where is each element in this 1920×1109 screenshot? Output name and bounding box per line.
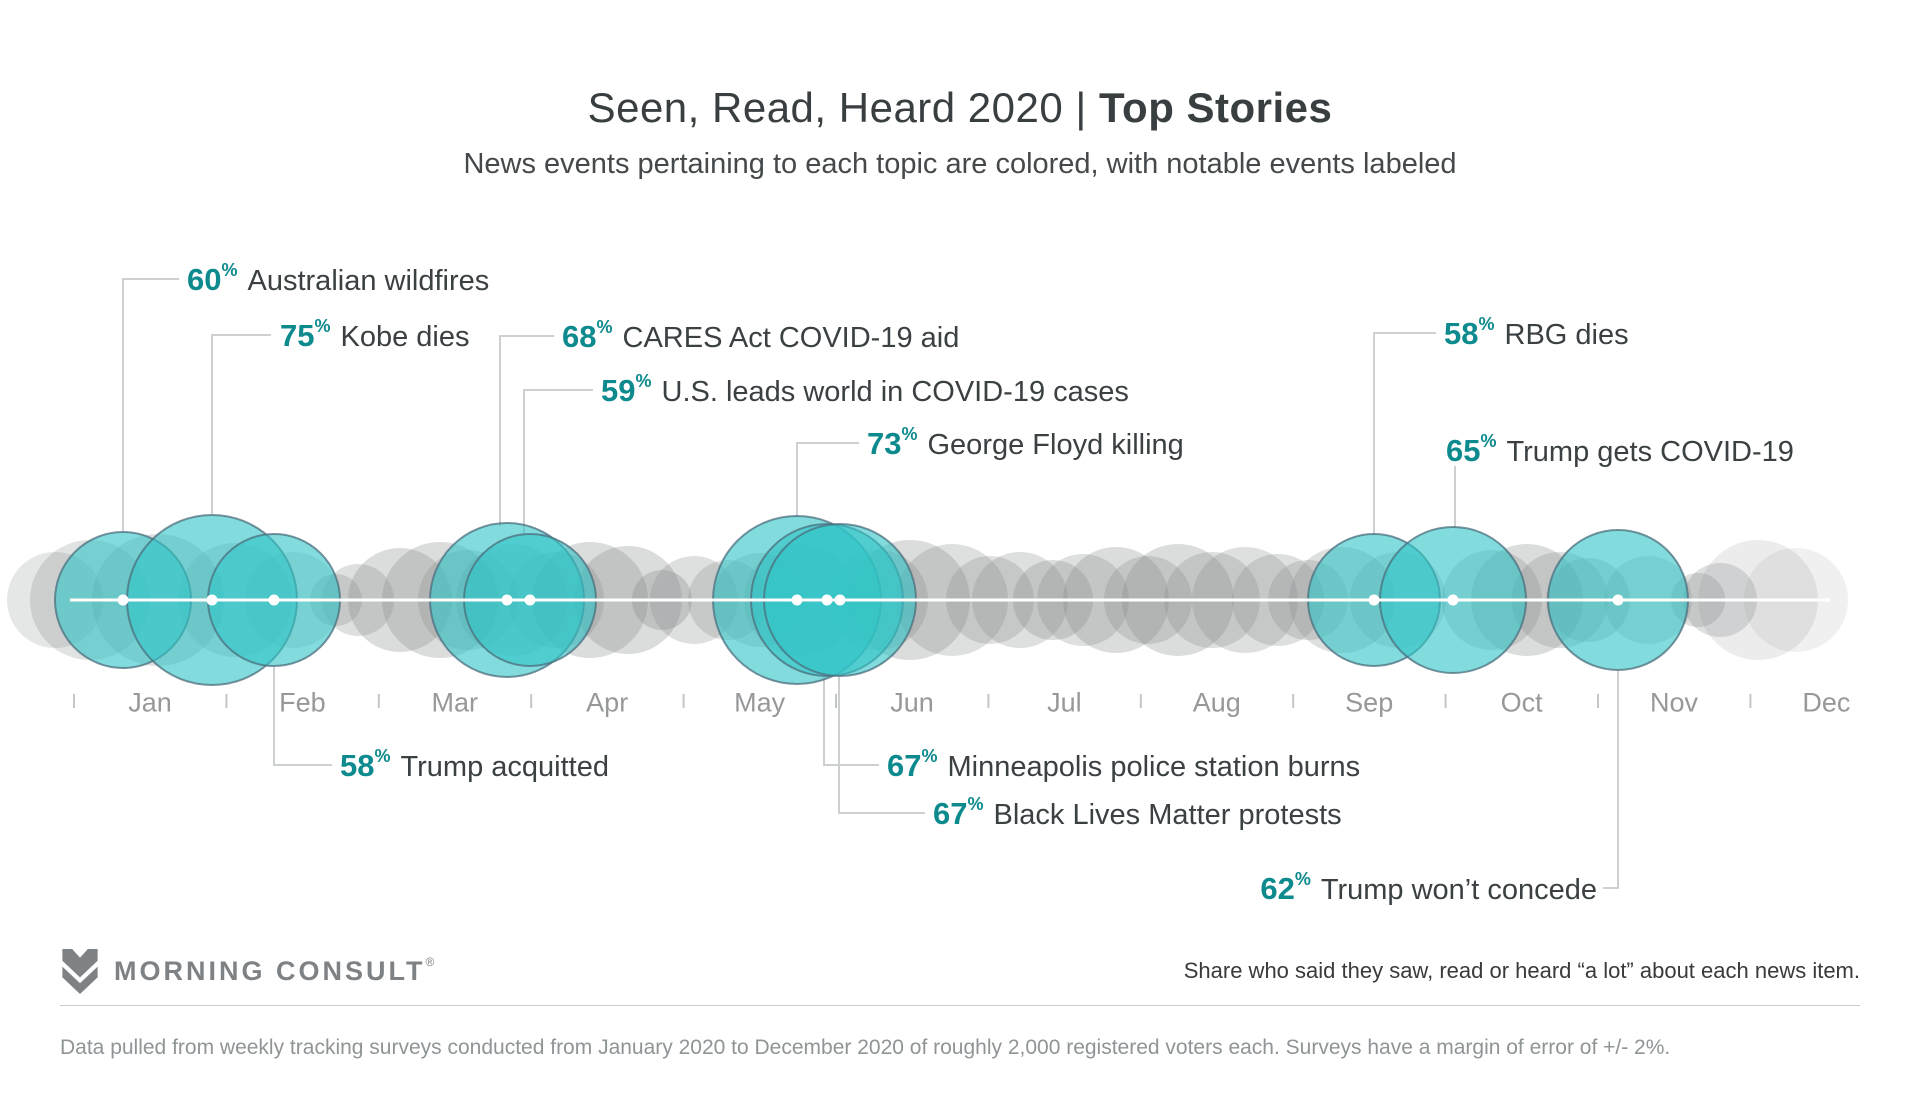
event-text: Trump won’t concede bbox=[1320, 874, 1597, 906]
event-dot-cares-act-covid-19-aid bbox=[501, 594, 513, 606]
event-dot-kobe-dies bbox=[206, 594, 218, 606]
morning-consult-mark-icon bbox=[62, 948, 98, 994]
leader-line-cares-act-covid-19-aid bbox=[499, 335, 554, 526]
leader-line-kobe-dies bbox=[211, 334, 271, 514]
title-block: Seen, Read, Heard 2020 | Top Stories New… bbox=[0, 84, 1920, 181]
event-value: 67 bbox=[887, 748, 922, 783]
page-subtitle: News events pertaining to each topic are… bbox=[463, 148, 1457, 180]
event-text: Minneapolis police station burns bbox=[947, 751, 1361, 783]
event-label-george-floyd-killing: 73% George Floyd killing bbox=[867, 424, 1184, 462]
event-value-unit: % bbox=[967, 794, 984, 814]
morning-consult-logo: MORNING CONSULT® bbox=[60, 948, 437, 994]
event-label-us-leads-world-in-covid-19-cases: 59% U.S. leads world in COVID-19 cases bbox=[601, 371, 1129, 409]
event-dot-us-leads-world-in-covid-19-cases bbox=[524, 594, 536, 606]
event-label-australian-wildfires: 60% Australian wildfires bbox=[187, 260, 489, 298]
brand-name: MORNING CONSULT® bbox=[114, 955, 437, 987]
event-dot-trump-gets-covid-19 bbox=[1447, 594, 1459, 606]
event-dot-black-lives-matter-protests bbox=[834, 594, 846, 606]
event-text: CARES Act COVID-19 aid bbox=[622, 322, 960, 354]
event-dot-trump-wont-concede bbox=[1612, 594, 1624, 606]
event-text: U.S. leads world in COVID-19 cases bbox=[661, 376, 1129, 408]
event-value-unit: % bbox=[1480, 431, 1497, 451]
event-value-unit: % bbox=[596, 317, 613, 337]
event-value-unit: % bbox=[1294, 869, 1311, 889]
event-value: 62 bbox=[1260, 871, 1295, 906]
event-value-unit: % bbox=[1478, 314, 1495, 334]
event-value: 60 bbox=[187, 262, 222, 297]
month-label-nov: Nov bbox=[1649, 687, 1699, 718]
source-note: Data pulled from weekly tracking surveys… bbox=[60, 1036, 1671, 1059]
event-value-unit: % bbox=[374, 746, 391, 766]
event-value: 65 bbox=[1446, 433, 1481, 468]
event-value-unit: % bbox=[314, 316, 331, 336]
event-value: 58 bbox=[1444, 316, 1479, 351]
event-value-unit: % bbox=[635, 371, 652, 391]
event-text: Trump acquitted bbox=[400, 751, 609, 783]
event-dot-australian-wildfires bbox=[117, 594, 129, 606]
share-note: Share who said they saw, read or heard “… bbox=[1183, 958, 1860, 983]
event-value: 67 bbox=[933, 796, 968, 831]
event-value: 59 bbox=[601, 373, 636, 408]
event-label-trump-wont-concede: 62% Trump won’t concede bbox=[1260, 869, 1597, 907]
month-label-sep: Sep bbox=[1345, 687, 1394, 718]
month-label-feb: Feb bbox=[279, 687, 326, 718]
event-dot-george-floyd-killing bbox=[791, 594, 803, 606]
event-text: Black Lives Matter protests bbox=[993, 799, 1342, 831]
event-value: 68 bbox=[562, 319, 597, 354]
leader-line-george-floyd-killing bbox=[796, 442, 859, 517]
month-label-apr: Apr bbox=[586, 687, 629, 718]
leader-line-minneapolis-police-station-burns bbox=[823, 674, 879, 766]
month-label-jan: Jan bbox=[128, 687, 172, 718]
month-label-aug: Aug bbox=[1192, 687, 1241, 718]
footer-divider bbox=[60, 1005, 1860, 1006]
event-label-kobe-dies: 75% Kobe dies bbox=[280, 316, 470, 354]
leader-line-trump-acquitted bbox=[273, 667, 332, 766]
event-label-black-lives-matter-protests: 67% Black Lives Matter protests bbox=[933, 794, 1342, 832]
event-label-cares-act-covid-19-aid: 68% CARES Act COVID-19 aid bbox=[562, 317, 959, 355]
brand-name-text: MORNING CONSULT bbox=[114, 956, 426, 986]
event-text: George Floyd killing bbox=[927, 429, 1184, 461]
leader-line-rbg-dies bbox=[1373, 332, 1436, 535]
event-value-unit: % bbox=[921, 746, 938, 766]
month-label-mar: Mar bbox=[431, 687, 479, 718]
month-label-may: May bbox=[734, 687, 786, 718]
month-label-oct: Oct bbox=[1500, 687, 1543, 718]
month-label-jun: Jun bbox=[890, 687, 934, 718]
event-dot-minneapolis-police-station-burns bbox=[821, 594, 833, 606]
event-label-trump-gets-covid-19: 65% Trump gets COVID-19 bbox=[1446, 431, 1794, 469]
event-dot-trump-acquitted bbox=[268, 594, 280, 606]
registered-mark: ® bbox=[425, 955, 438, 969]
month-label-dec: Dec bbox=[1802, 687, 1851, 718]
event-dot-rbg-dies bbox=[1368, 594, 1380, 606]
event-value-unit: % bbox=[901, 424, 918, 444]
leader-line-black-lives-matter-protests bbox=[838, 677, 925, 814]
leader-line-australian-wildfires bbox=[122, 278, 179, 531]
month-label-jul: Jul bbox=[1047, 687, 1082, 718]
page-title-bold: Top Stories bbox=[1099, 84, 1333, 131]
page-title: Seen, Read, Heard 2020 | Top Stories bbox=[0, 84, 1920, 132]
leader-line-us-leads-world-in-covid-19-cases bbox=[523, 389, 593, 536]
event-text: RBG dies bbox=[1504, 319, 1629, 351]
leader-line-trump-wont-concede bbox=[1603, 671, 1619, 889]
event-label-trump-acquitted: 58% Trump acquitted bbox=[340, 746, 609, 784]
event-text: Trump gets COVID-19 bbox=[1506, 436, 1794, 468]
event-label-minneapolis-police-station-burns: 67% Minneapolis police station burns bbox=[887, 746, 1360, 784]
event-value: 58 bbox=[340, 748, 375, 783]
event-label-rbg-dies: 58% RBG dies bbox=[1444, 314, 1629, 352]
event-text: Kobe dies bbox=[340, 321, 470, 353]
event-text: Australian wildfires bbox=[247, 265, 490, 297]
event-value-unit: % bbox=[221, 260, 238, 280]
event-value: 73 bbox=[867, 426, 902, 461]
page-title-regular: Seen, Read, Heard 2020 | bbox=[587, 84, 1099, 131]
event-value: 75 bbox=[280, 318, 315, 353]
